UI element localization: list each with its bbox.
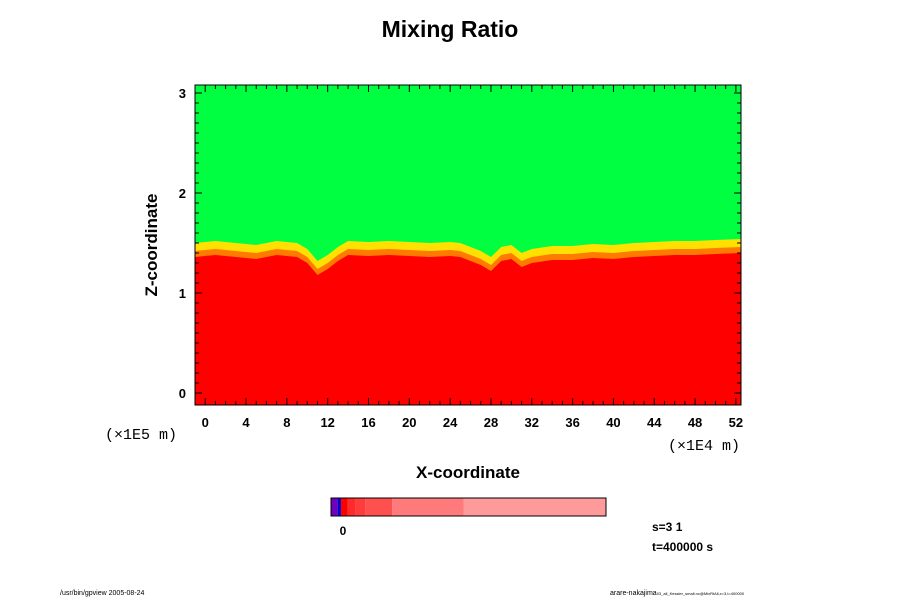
x-tick-label: 4: [242, 415, 250, 430]
colorbar-segment: [392, 498, 464, 516]
time-label: t=400000 s: [652, 540, 714, 554]
x-tick-label: 0: [202, 415, 209, 430]
colorbar-segment: [340, 498, 348, 516]
colorbar-segment: [463, 498, 606, 516]
x-axis-unit: (×1E4 m): [668, 438, 740, 455]
colorbar-segment: [365, 498, 393, 516]
x-tick-label: 20: [402, 415, 416, 430]
x-tick-label: 44: [647, 415, 662, 430]
x-tick-label: 32: [525, 415, 539, 430]
footer-command: /usr/bin/gpview 2005-08-24: [60, 590, 145, 597]
region-lower: [195, 253, 741, 405]
x-tick-label: 24: [443, 415, 458, 430]
footer-author: arare-nakajima: [610, 590, 657, 597]
x-tick-label: 28: [484, 415, 498, 430]
plot-frame: [194, 84, 742, 406]
x-tick-label: 12: [320, 415, 334, 430]
x-tick-label: 8: [283, 415, 290, 430]
x-tick-label: 48: [688, 415, 702, 430]
x-axis-label: X-coordinate: [416, 463, 520, 482]
colorbar-label: 0: [340, 524, 347, 538]
colorbar-frame: [330, 497, 607, 517]
x-tick-label: 40: [606, 415, 620, 430]
colorbar-segment: [331, 498, 338, 516]
step-label: s=3 1: [652, 520, 683, 534]
y-tick-label: 2: [179, 186, 186, 201]
x-tick-label: 16: [361, 415, 375, 430]
colorbar-segment: [355, 498, 366, 516]
colorbar-segment: [337, 498, 341, 516]
y-tick-label: 1: [179, 286, 186, 301]
footer-file: 03_all_Kessler_small.nc@MixRtAll,x=3,t=4…: [656, 591, 745, 596]
colorbar-segment: [347, 498, 356, 516]
y-tick-label: 3: [179, 86, 186, 101]
x-tick-label: 36: [565, 415, 579, 430]
y-axis-unit: (×1E5 m): [105, 427, 177, 444]
chart-title: Mixing Ratio: [381, 16, 519, 42]
y-axis-label: Z-coordinate: [142, 194, 161, 297]
x-tick-label: 52: [729, 415, 743, 430]
y-tick-label: 0: [179, 386, 186, 401]
footer-source: arare-nakajima03_all_Kessler_small.nc@Mi…: [610, 590, 744, 597]
colorbar: [330, 497, 607, 517]
